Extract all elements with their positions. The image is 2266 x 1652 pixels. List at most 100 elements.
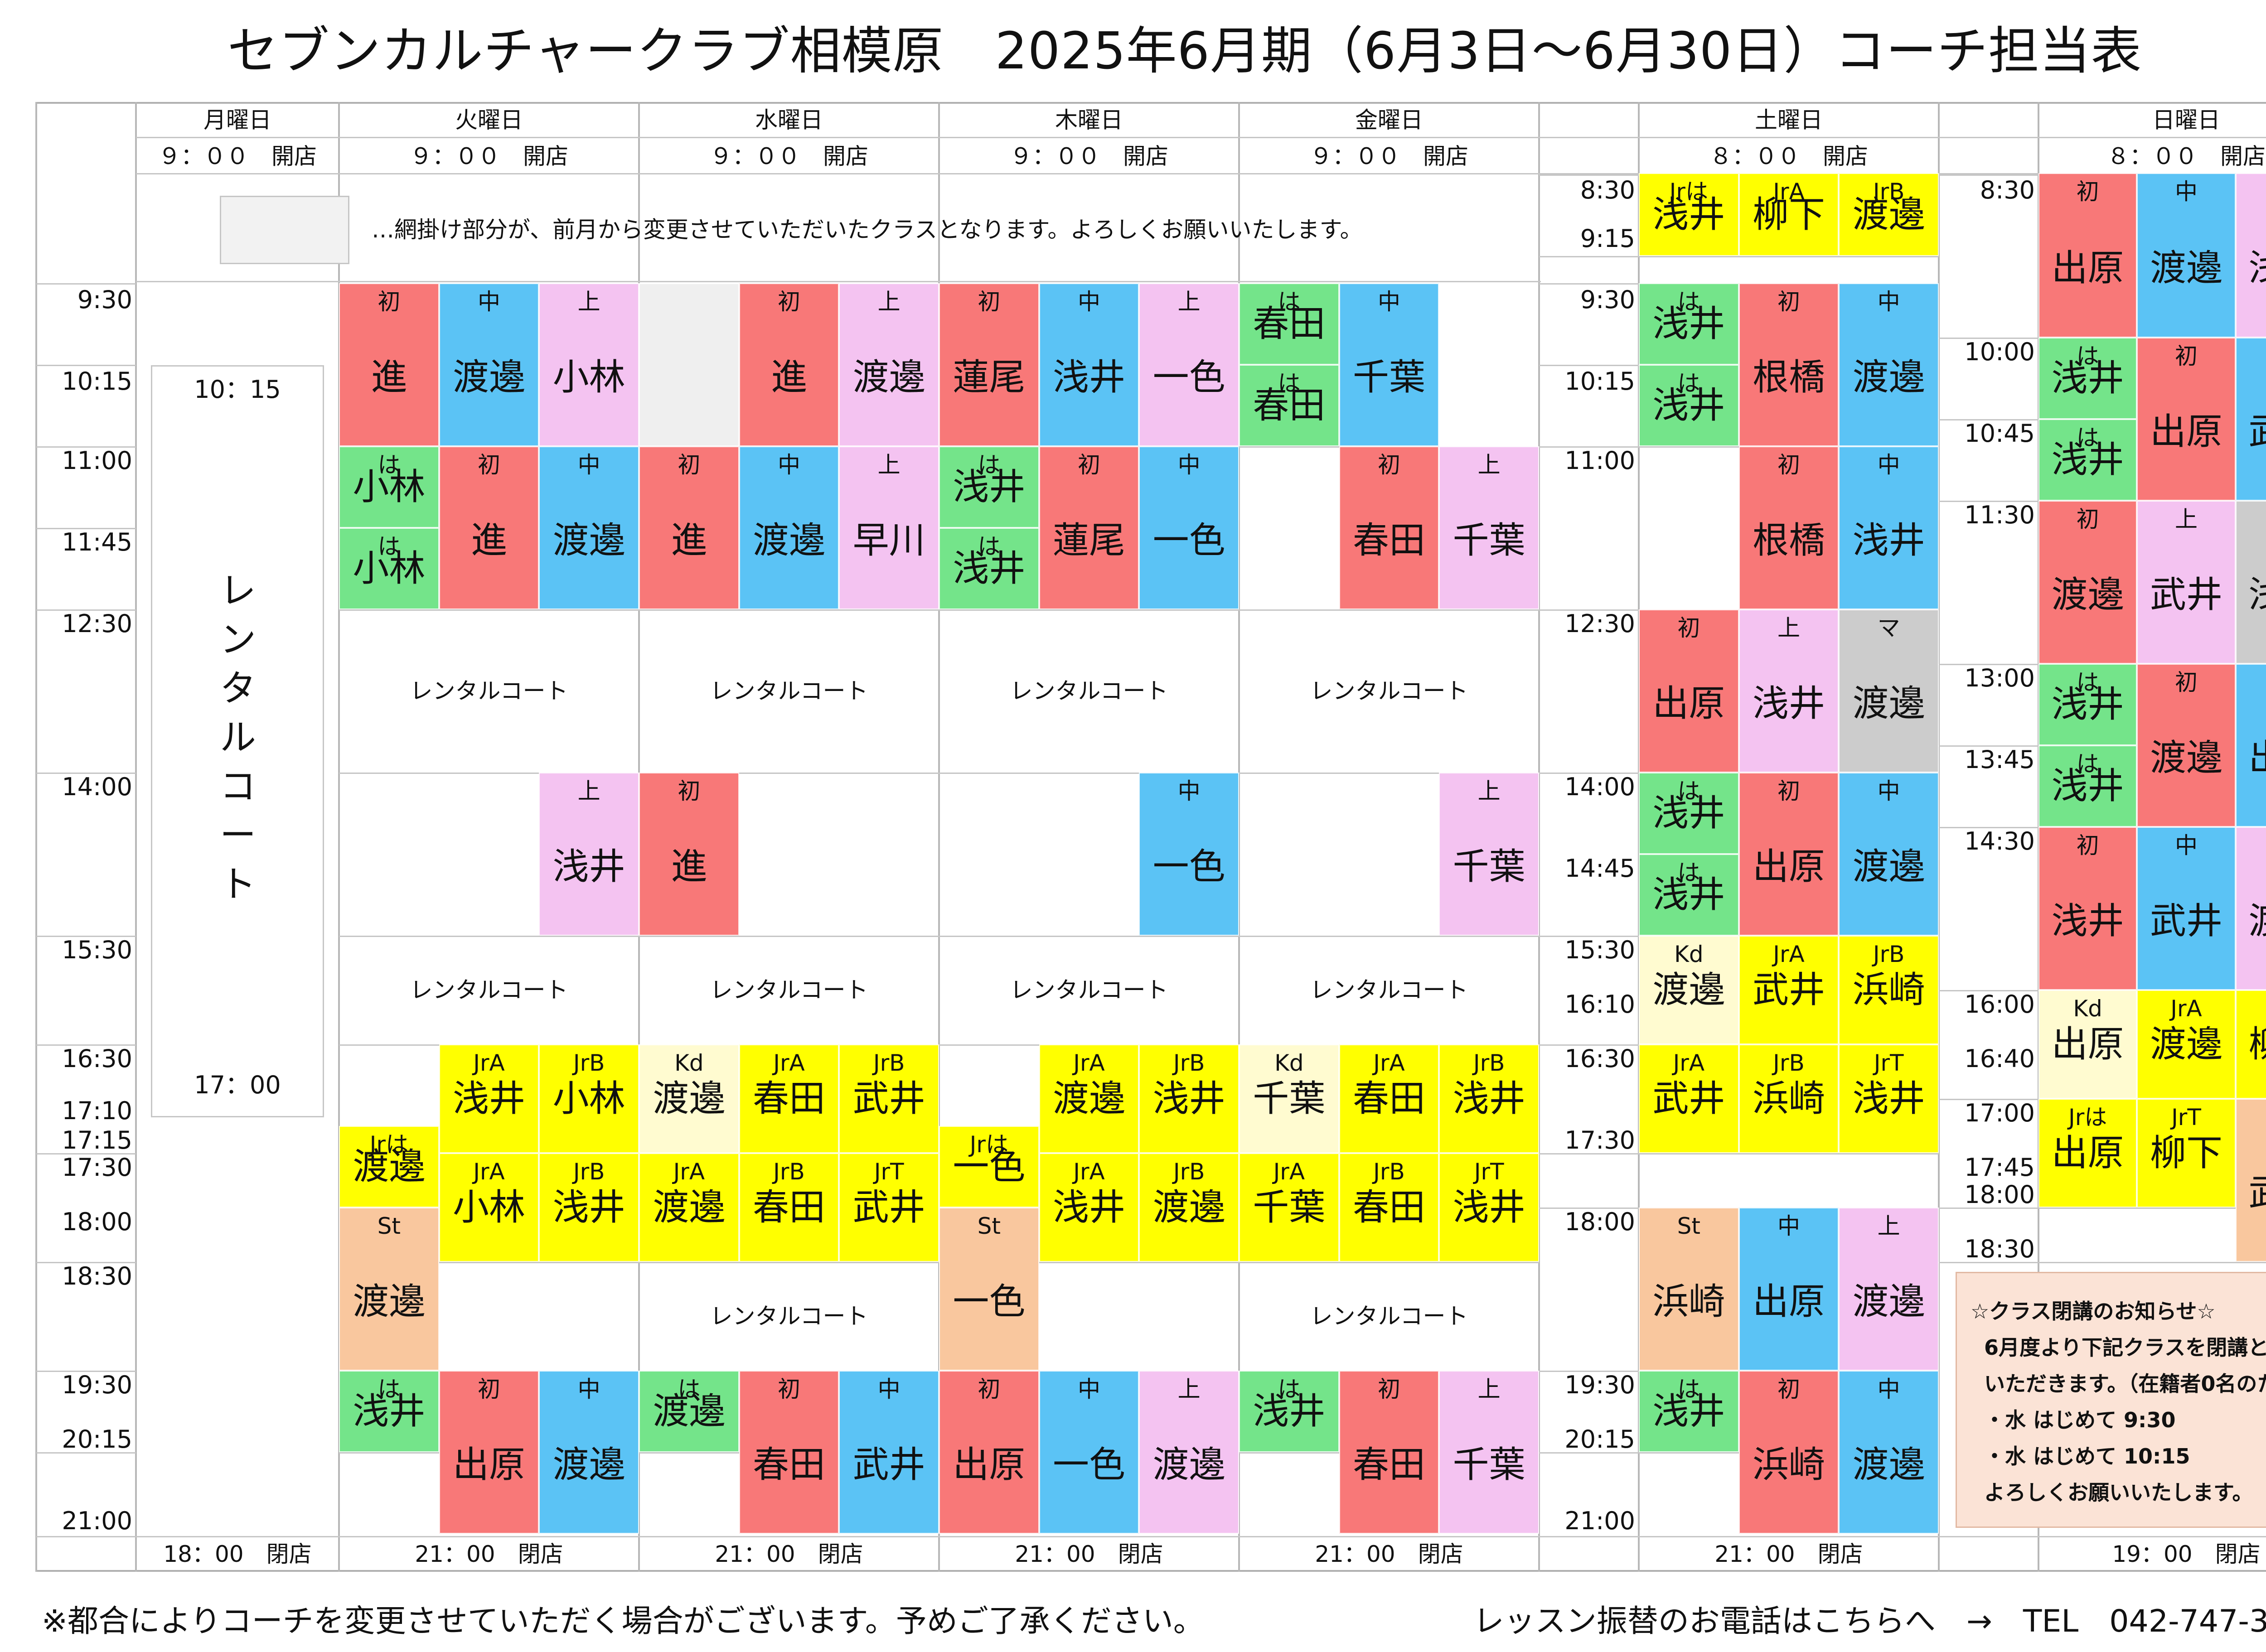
class-cell: 初渡邊 <box>2038 501 2137 664</box>
coach-name: 浅井 <box>2051 900 2124 942</box>
time-label: 14:45 <box>1564 854 1635 883</box>
coach-name: 渡邊 <box>2150 737 2222 779</box>
class-level: 上 <box>1477 1376 1501 1402</box>
coach-name: 武井 <box>852 1444 925 1486</box>
class-level: JrA <box>1673 1050 1705 1076</box>
class-level: St <box>2237 1102 2266 1132</box>
coach-name: 渡邊 <box>2237 899 2266 943</box>
time-label: 10:00 <box>1964 338 2035 366</box>
class-cell: 上浅井 <box>2235 173 2266 338</box>
class-level: は <box>1677 778 1700 804</box>
class-level: JrT <box>874 1159 904 1185</box>
grid-line <box>136 173 2266 174</box>
closing-time: 21：00 閉店 <box>415 1541 563 1567</box>
coach-name: 浅井 <box>1652 874 1725 916</box>
coach-name: 浅井 <box>2237 573 2266 617</box>
coach-name: 出原 <box>2051 246 2124 289</box>
class-level: 上 <box>1777 615 1800 641</box>
class-cell: 中渡邊 <box>539 1371 639 1534</box>
class-cell: St 一色 <box>939 1208 1039 1371</box>
time-label: 19:30 <box>62 1371 132 1399</box>
class-level: 中 <box>1177 778 1201 804</box>
coach-name: 浜崎 <box>1652 1280 1725 1323</box>
class-level: 初 <box>777 1376 800 1402</box>
class-cell: 中渡邊 <box>739 446 839 609</box>
rental-court-label: レンタルコート <box>410 977 568 1003</box>
class-level: JrB <box>573 1159 605 1185</box>
legend-text: …網掛け部分が、前月から変更させていただいたクラスとなります。よろしくお願いいた… <box>372 217 1363 243</box>
class-cell: St 武井 <box>2235 1099 2266 1262</box>
coach-name: 出原 <box>1752 845 1825 888</box>
coach-name: 渡邊 <box>452 356 525 398</box>
coach-name: 小林 <box>452 1186 525 1228</box>
rental-court-label: レンタルコート <box>1010 678 1168 704</box>
class-cell: は浅井 <box>1639 1371 1739 1452</box>
class-cell: 上浅井 <box>539 773 639 936</box>
day-header: 金曜日 <box>1355 107 1423 133</box>
coach-name: 春田 <box>1352 519 1425 561</box>
time-label: 17:30 <box>62 1153 132 1182</box>
class-cell: 中出原 <box>2235 664 2266 827</box>
grid-line <box>36 1536 2266 1537</box>
class-cell: St 浜崎 <box>1639 1208 1739 1371</box>
class-cell: 初進 <box>639 773 739 936</box>
class-cell: JrA 渡邊 <box>1039 1044 1139 1153</box>
class-level: は <box>2076 751 2099 777</box>
coach-name: 渡邊 <box>552 1444 625 1486</box>
time-label: 15:30 <box>1564 936 1635 964</box>
class-cell: は春田 <box>1239 365 1339 446</box>
class-cell: 上早川 <box>839 446 939 609</box>
grid-line <box>36 936 136 937</box>
class-level: 初 <box>477 1376 500 1402</box>
class-cell: は小林 <box>339 446 439 528</box>
class-cell: は浅井 <box>1639 773 1739 854</box>
class-cell: JrB 浅井 <box>1439 1044 1539 1153</box>
coach-name: 出原 <box>452 1444 525 1486</box>
class-level: は <box>1677 1376 1700 1402</box>
coach-name: 武井 <box>2150 574 2222 616</box>
coach-name: 浅井 <box>1652 384 1725 426</box>
class-level: Jrは <box>369 1131 408 1158</box>
class-cell: は浅井 <box>2038 745 2137 827</box>
class-cell: 上小林 <box>539 283 639 446</box>
class-cell: は浅井 <box>2038 419 2137 501</box>
coach-name: 春田 <box>752 1186 825 1228</box>
grid-line <box>36 1044 136 1046</box>
class-level: 初 <box>2076 179 2099 205</box>
time-label: 11:45 <box>62 528 132 556</box>
coach-name: 渡邊 <box>1152 1444 1225 1486</box>
time-label: 13:00 <box>1964 664 2035 692</box>
class-level: 初 <box>978 289 1001 315</box>
class-cell: JrA 春田 <box>1339 1044 1439 1153</box>
time-label: 17:00 <box>1964 1099 2035 1127</box>
coach-name: 渡邊 <box>1852 1280 1925 1323</box>
time-label: 18:00 <box>1964 1180 2035 1209</box>
class-cell: マ浅井 <box>2235 501 2266 664</box>
grid-line <box>36 609 136 611</box>
coach-name: 浅井 <box>1852 519 1925 561</box>
class-level: JrB <box>1173 1159 1205 1185</box>
coach-name: 出原 <box>1752 1280 1825 1323</box>
class-level: マ <box>2237 504 2266 534</box>
coach-name: 小林 <box>353 466 426 508</box>
class-cell: 初出原 <box>439 1371 539 1534</box>
page-title: セブンカルチャークラブ相模原 2025年6月期（6月3日～6月30日）コーチ担当… <box>227 22 2142 81</box>
time-label: 10:45 <box>1964 419 2035 448</box>
grid-line <box>36 283 136 285</box>
coach-name: 渡邊 <box>852 356 925 398</box>
class-cell: 初出原 <box>2137 338 2236 501</box>
class-cell: 中渡邊 <box>2137 173 2236 338</box>
coach-name: 進 <box>671 845 707 888</box>
coach-name: 小林 <box>552 1077 625 1120</box>
class-cell: JrA 渡邊 <box>2137 990 2236 1099</box>
class-cell: JrB 春田 <box>739 1153 839 1262</box>
coach-name: 浅井 <box>953 547 1026 589</box>
class-level: 初 <box>1777 1376 1800 1402</box>
class-level: 中 <box>2237 667 2266 697</box>
day-header: 月曜日 <box>203 107 271 133</box>
class-level: 中 <box>2174 832 2198 859</box>
coach-name: 渡邊 <box>2150 1023 2222 1065</box>
class-level: St <box>977 1213 1001 1239</box>
class-cell: 初蓮尾 <box>1039 446 1139 609</box>
grid-line <box>36 1371 136 1372</box>
